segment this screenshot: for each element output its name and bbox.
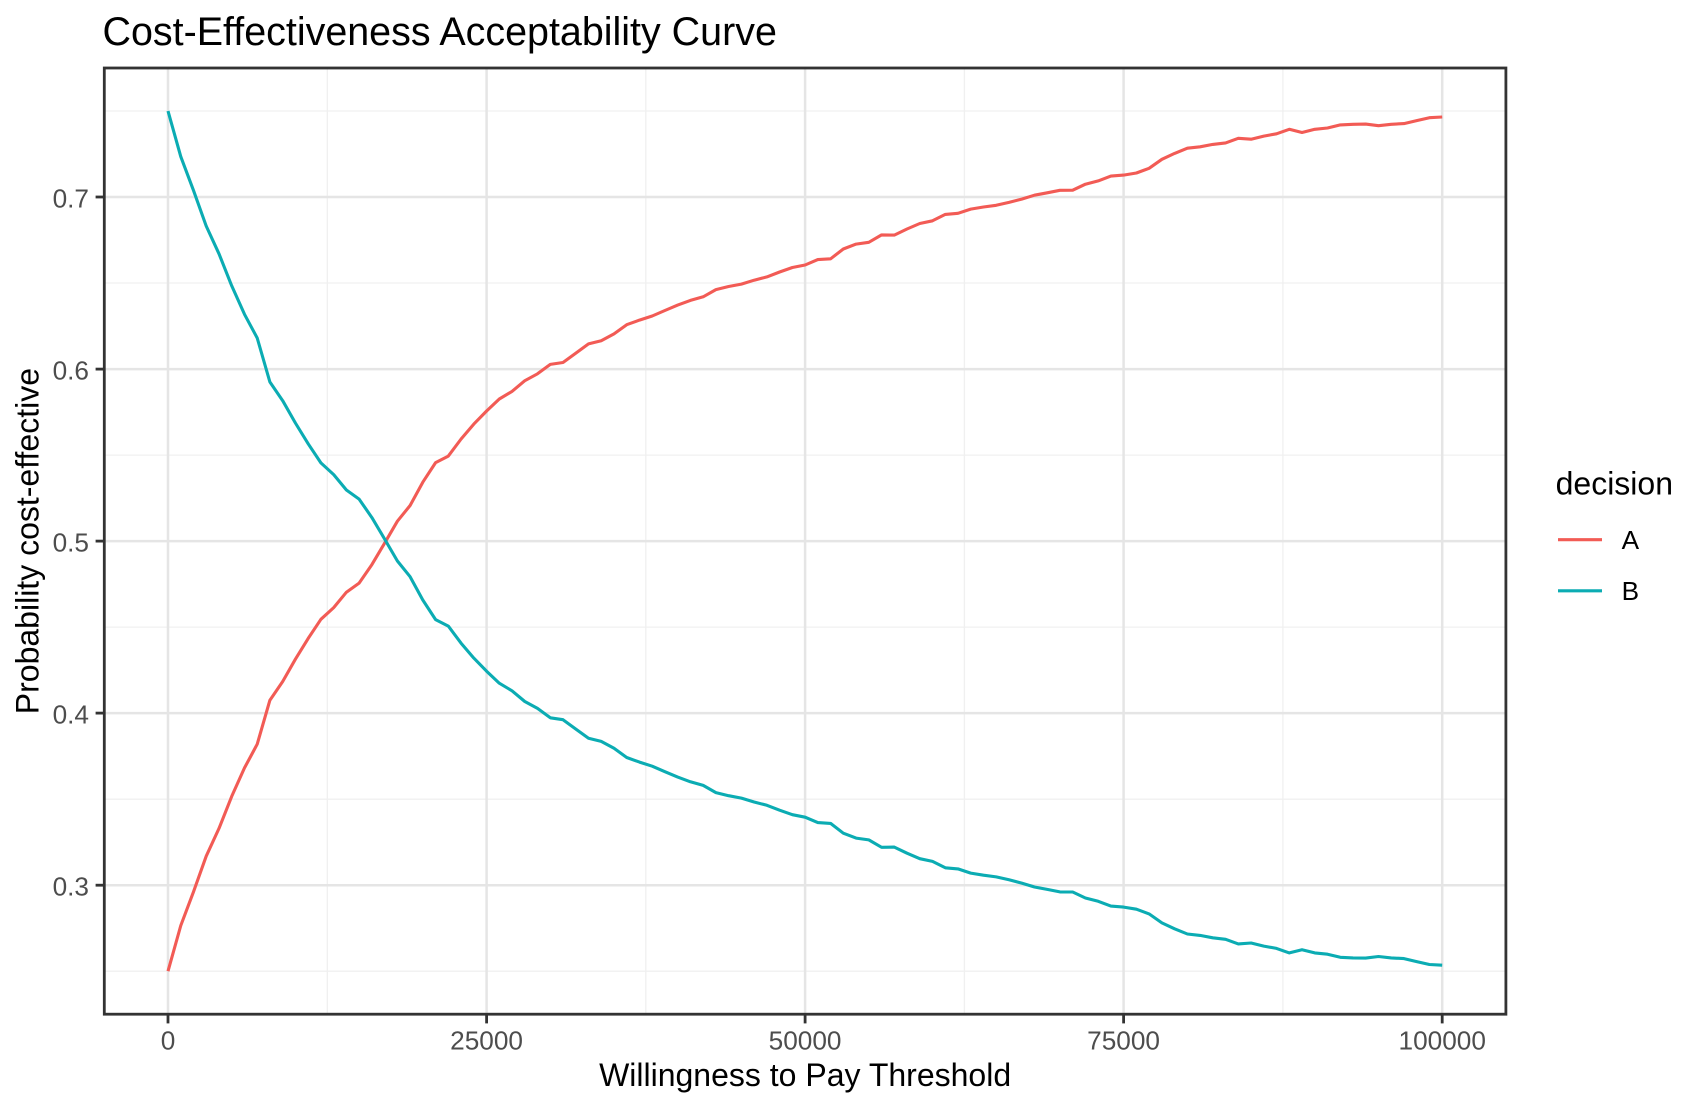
svg-text:decision: decision [1556,466,1673,502]
svg-text:0.6: 0.6 [53,355,89,385]
svg-text:100000: 100000 [1399,1025,1486,1055]
svg-text:75000: 75000 [1087,1025,1160,1055]
svg-text:0.7: 0.7 [53,183,89,213]
svg-text:A: A [1622,525,1640,555]
svg-text:0.5: 0.5 [53,527,89,557]
svg-text:Willingness to Pay Threshold: Willingness to Pay Threshold [599,1057,1011,1093]
svg-text:Probability cost-effective: Probability cost-effective [9,368,45,714]
svg-text:25000: 25000 [450,1025,523,1055]
svg-text:0: 0 [161,1025,176,1055]
svg-text:0.4: 0.4 [53,699,89,729]
svg-text:50000: 50000 [769,1025,842,1055]
svg-text:0.3: 0.3 [53,872,89,902]
svg-text:Cost-Effectiveness Acceptabili: Cost-Effectiveness Acceptability Curve [103,10,777,54]
svg-text:B: B [1622,576,1639,606]
